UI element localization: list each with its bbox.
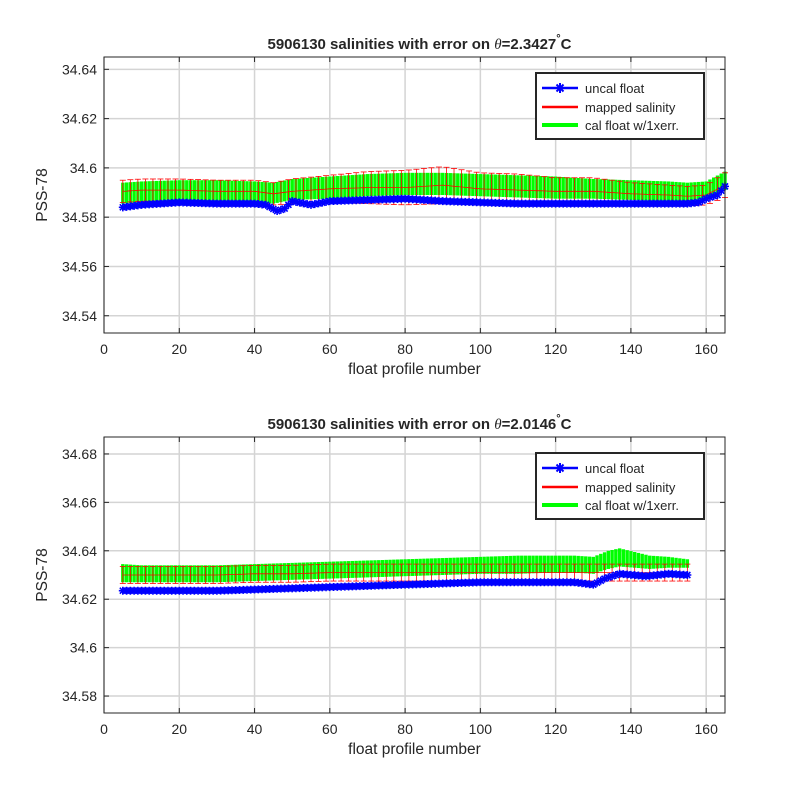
uncal-float-point (604, 573, 613, 582)
y-tick-label: 34.62 (62, 591, 97, 607)
x-tick-label: 160 (695, 721, 719, 737)
legend-uncal-label: uncal float (585, 81, 645, 96)
x-tick-label: 40 (247, 341, 263, 357)
x-tick-label: 60 (322, 721, 338, 737)
uncal-float-point (596, 576, 605, 585)
legend-cal-label: cal float w/1xerr. (585, 118, 679, 133)
x-tick-label: 80 (397, 721, 413, 737)
uncal-float-point (694, 198, 703, 207)
y-axis-label: PSS-78 (34, 168, 51, 221)
y-tick-label: 34.6 (70, 640, 97, 656)
uncal-float-point (702, 194, 711, 203)
uncal-float-point (608, 572, 617, 581)
x-tick-label: 100 (469, 341, 493, 357)
legend-mapped-label: mapped salinity (585, 480, 676, 495)
uncal-float-point (600, 574, 609, 583)
x-axis-label: float profile number (348, 741, 481, 758)
title-text: 5906130 salinities with error on (267, 36, 494, 53)
y-tick-label: 34.64 (62, 543, 97, 559)
chart-title: 5906130 salinities with error on θ=2.014… (267, 413, 571, 433)
uncal-float-point (269, 204, 278, 213)
uncal-float-point (698, 196, 707, 205)
x-tick-label: 140 (619, 341, 643, 357)
axes-box (103, 56, 726, 334)
x-tick-label: 120 (544, 721, 568, 737)
title-value: =2.0146 (502, 416, 557, 433)
x-tick-label: 0 (100, 721, 108, 737)
x-tick-label: 20 (171, 721, 187, 737)
x-tick-label: 60 (322, 341, 338, 357)
title-theta: θ (494, 37, 502, 53)
x-axis-label: float profile number (348, 361, 481, 378)
axes-box (103, 436, 726, 714)
uncal-float-point (261, 200, 270, 209)
uncal-float-point (273, 207, 282, 216)
x-tick-label: 20 (171, 341, 187, 357)
uncal-float-point (280, 204, 289, 213)
title-text: 5906130 salinities with error on (267, 416, 494, 433)
y-tick-label: 34.56 (62, 258, 97, 274)
title-degree: ° (556, 413, 560, 425)
mapped-salinity-line (122, 572, 688, 576)
x-tick-label: 40 (247, 721, 263, 737)
uncal-float-point (589, 580, 598, 589)
y-tick-label: 34.62 (62, 111, 97, 127)
uncal-float-point (284, 200, 293, 209)
legend-mapped-label: mapped salinity (585, 100, 676, 115)
uncal-float-point (717, 186, 726, 195)
y-tick-label: 34.66 (62, 494, 97, 510)
title-value: =2.3427 (502, 36, 557, 53)
uncal-float-point (705, 193, 714, 202)
legend-uncal-marker (555, 83, 565, 93)
uncal-float-point (709, 192, 718, 201)
x-tick-label: 100 (469, 721, 493, 737)
title-theta: θ (494, 417, 502, 433)
title-unit: C (561, 416, 572, 433)
x-tick-label: 120 (544, 341, 568, 357)
x-tick-label: 0 (100, 341, 108, 357)
y-tick-label: 34.64 (62, 61, 97, 77)
y-axis-label: PSS-78 (34, 548, 51, 601)
y-tick-label: 34.58 (62, 209, 97, 225)
x-tick-label: 140 (619, 721, 643, 737)
chart-title: 5906130 salinities with error on θ=2.342… (267, 33, 571, 53)
uncal-float-point (611, 571, 620, 579)
legend-cal-label: cal float w/1xerr. (585, 498, 679, 513)
bottom-salinity-plot: 0 20 40 60 80 100 120 140 160 34.58 34.6 34.62 34.64… (34, 413, 726, 758)
legend-uncal-marker (555, 463, 565, 473)
legend-uncal-label: uncal float (585, 461, 645, 476)
x-tick-label: 80 (397, 341, 413, 357)
y-tick-label: 34.68 (62, 446, 97, 462)
uncal-float-point (276, 205, 285, 214)
title-unit: C (561, 36, 572, 53)
uncal-float-point (713, 191, 722, 199)
title-degree: ° (556, 33, 560, 45)
uncal-float-point (593, 578, 602, 587)
x-tick-label: 160 (695, 341, 719, 357)
y-tick-label: 34.6 (70, 160, 97, 176)
uncal-float-point (265, 202, 274, 211)
y-tick-label: 34.58 (62, 688, 97, 704)
y-tick-label: 34.54 (62, 308, 97, 324)
uncal-float-point (683, 571, 692, 579)
top-salinity-plot: 0 20 40 60 80 100 120 140 160 34.54 34.56 34.58 34.6… (34, 33, 729, 378)
